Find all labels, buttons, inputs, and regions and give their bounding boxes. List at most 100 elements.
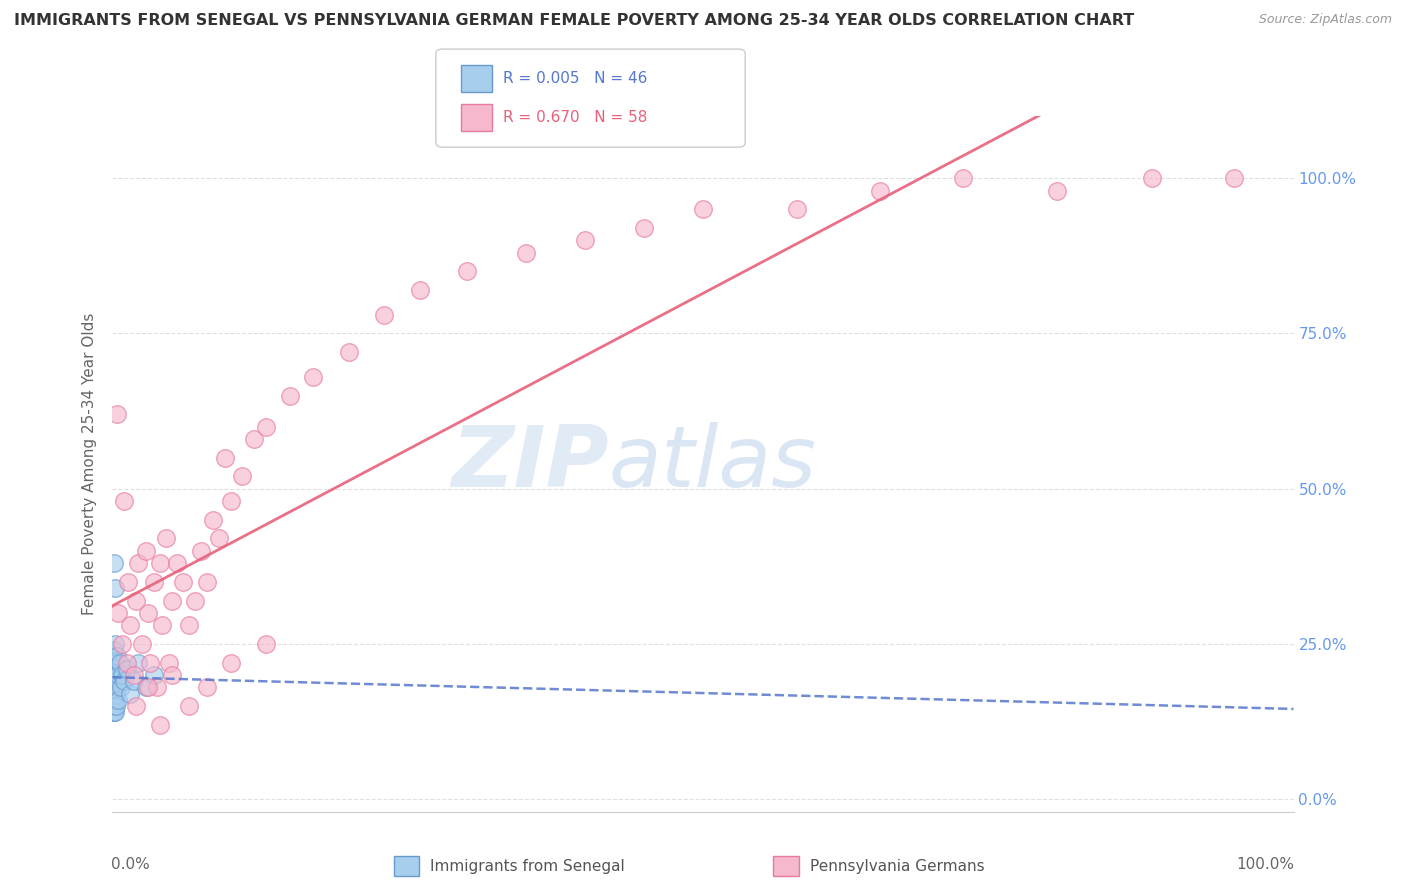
Point: [103, 643, 125, 657]
Point: [214, 450, 236, 465]
Point: [103, 674, 125, 689]
Point: [131, 637, 153, 651]
Point: [155, 532, 177, 546]
Point: [107, 606, 129, 620]
Point: [103, 556, 125, 570]
Text: Immigrants from Senegal: Immigrants from Senegal: [430, 859, 626, 873]
Point: [117, 574, 139, 589]
Point: [103, 662, 125, 676]
Point: [105, 687, 128, 701]
Point: [112, 494, 135, 508]
Point: [111, 668, 134, 682]
Point: [456, 264, 478, 278]
Point: [101, 662, 124, 676]
Point: [1223, 171, 1246, 186]
Point: [104, 656, 127, 670]
Text: IMMIGRANTS FROM SENEGAL VS PENNSYLVANIA GERMAN FEMALE POVERTY AMONG 25-34 YEAR O: IMMIGRANTS FROM SENEGAL VS PENNSYLVANIA …: [14, 13, 1135, 29]
Point: [278, 388, 301, 402]
Point: [103, 681, 125, 695]
Point: [107, 693, 129, 707]
Text: R = 0.005   N = 46: R = 0.005 N = 46: [503, 71, 648, 86]
Text: ZIP: ZIP: [451, 422, 609, 506]
Point: [254, 419, 277, 434]
Point: [254, 637, 277, 651]
Point: [692, 202, 714, 216]
Text: Pennsylvania Germans: Pennsylvania Germans: [810, 859, 984, 873]
Point: [219, 656, 242, 670]
Point: [302, 369, 325, 384]
Point: [633, 220, 655, 235]
Point: [179, 699, 201, 714]
Point: [515, 245, 537, 260]
Point: [231, 469, 253, 483]
Point: [127, 556, 149, 570]
Point: [373, 308, 395, 322]
Text: 0.0%: 0.0%: [111, 857, 150, 872]
Point: [208, 532, 231, 546]
Point: [122, 668, 145, 682]
Point: [101, 681, 124, 695]
Point: [952, 171, 974, 186]
Point: [105, 649, 128, 664]
Text: Source: ZipAtlas.com: Source: ZipAtlas.com: [1258, 13, 1392, 27]
Point: [122, 674, 145, 689]
Point: [101, 693, 124, 707]
Point: [105, 674, 128, 689]
Text: atlas: atlas: [609, 422, 817, 506]
Point: [120, 618, 142, 632]
Point: [104, 693, 127, 707]
Point: [105, 662, 128, 676]
Point: [139, 656, 162, 670]
Point: [127, 656, 149, 670]
Point: [135, 681, 157, 695]
Point: [574, 233, 596, 247]
Point: [105, 407, 128, 421]
Point: [142, 668, 165, 682]
Point: [125, 699, 148, 714]
Point: [179, 618, 201, 632]
Point: [160, 593, 183, 607]
Point: [103, 706, 125, 720]
Point: [101, 687, 124, 701]
Point: [112, 674, 135, 689]
Point: [105, 681, 128, 695]
Point: [120, 687, 142, 701]
Point: [408, 283, 430, 297]
Point: [125, 593, 148, 607]
Point: [136, 681, 159, 695]
Point: [201, 513, 224, 527]
Point: [1046, 184, 1069, 198]
Point: [142, 574, 165, 589]
Point: [195, 574, 218, 589]
Point: [243, 432, 266, 446]
Point: [104, 668, 127, 682]
Point: [103, 687, 125, 701]
Point: [135, 543, 157, 558]
Point: [149, 556, 172, 570]
Point: [869, 184, 891, 198]
Point: [184, 593, 207, 607]
Point: [195, 681, 218, 695]
Point: [104, 681, 127, 695]
Point: [107, 668, 129, 682]
Point: [101, 649, 124, 664]
Y-axis label: Female Poverty Among 25-34 Year Olds: Female Poverty Among 25-34 Year Olds: [82, 313, 97, 615]
Point: [219, 494, 242, 508]
Point: [786, 202, 808, 216]
Point: [337, 345, 360, 359]
Point: [101, 706, 124, 720]
Point: [149, 717, 172, 731]
Text: 100.0%: 100.0%: [1237, 857, 1295, 872]
Point: [160, 668, 183, 682]
Point: [101, 668, 124, 682]
Point: [157, 656, 180, 670]
Point: [150, 618, 173, 632]
Point: [115, 656, 138, 670]
Point: [166, 556, 188, 570]
Point: [103, 693, 125, 707]
Point: [101, 699, 124, 714]
Point: [105, 699, 128, 714]
Point: [1140, 171, 1163, 186]
Point: [104, 581, 127, 595]
Point: [101, 674, 124, 689]
